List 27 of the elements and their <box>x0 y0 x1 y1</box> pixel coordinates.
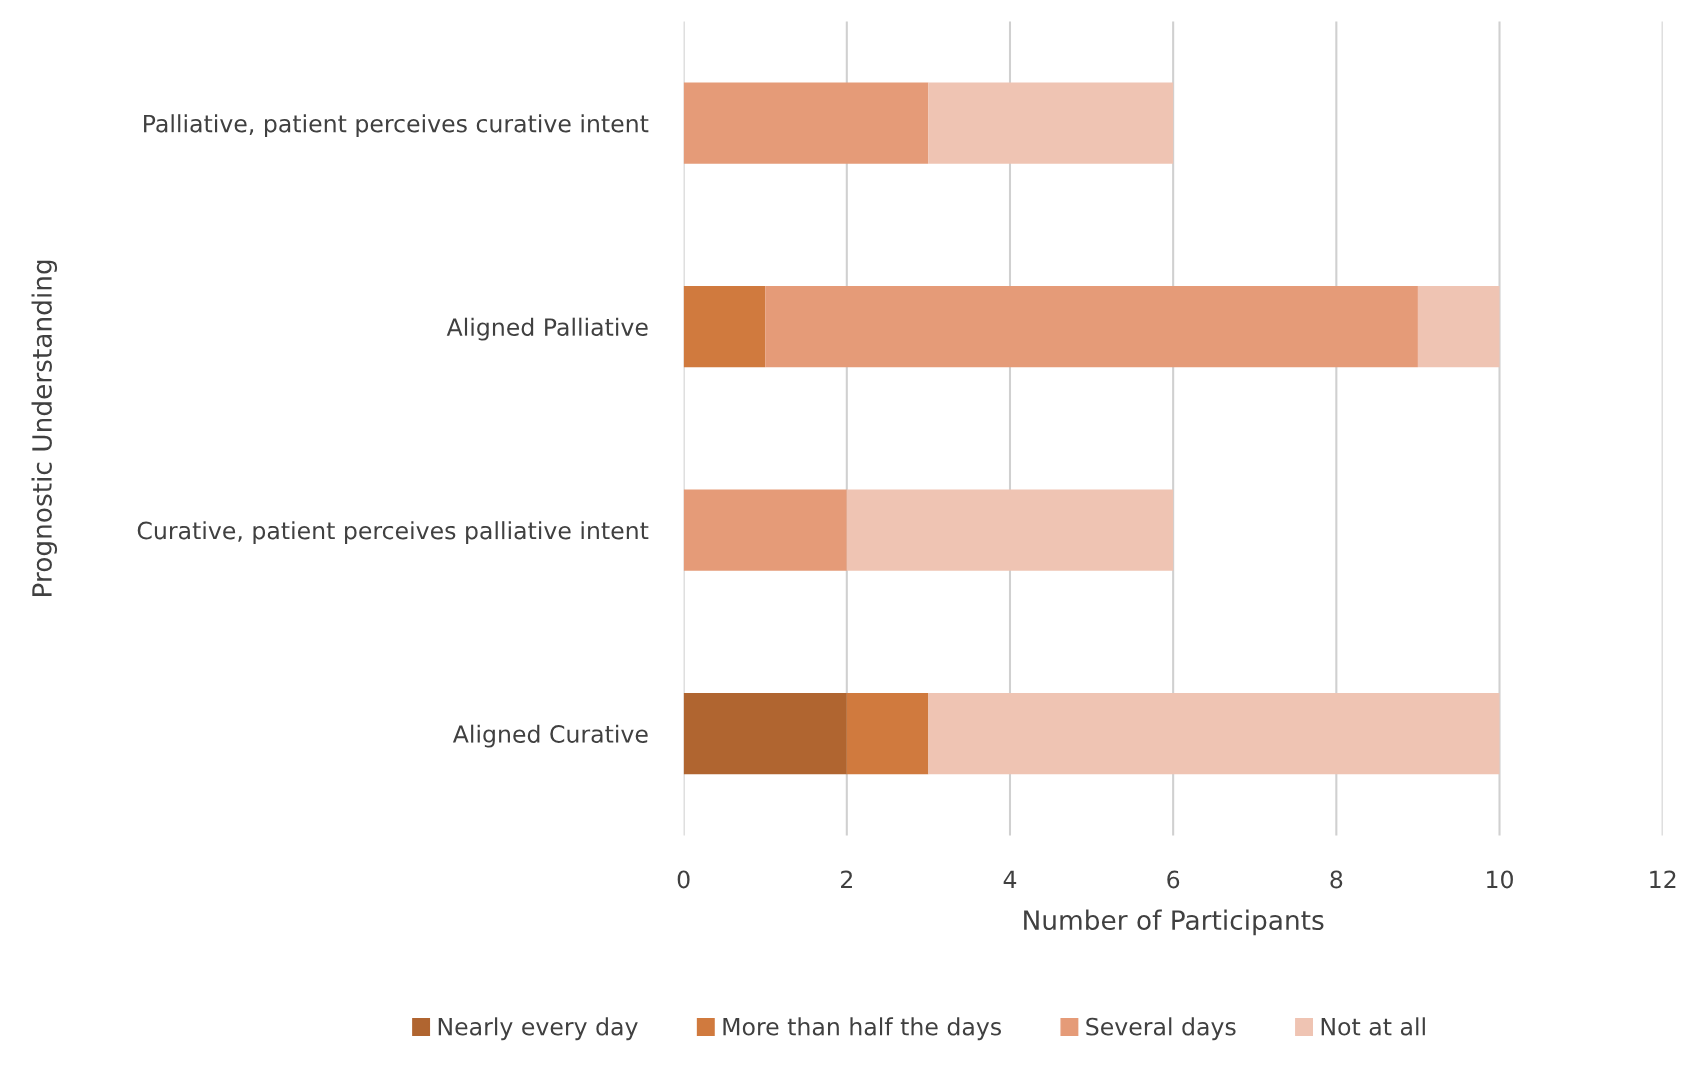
bar <box>928 82 1174 164</box>
y-tick-label: Palliative, patient perceives curative intent <box>144 114 649 138</box>
bar <box>683 82 929 164</box>
bar <box>683 692 847 775</box>
y-tick-label: Aligned Palliative <box>446 317 648 341</box>
y-tick-label: Aligned Curative <box>452 724 648 748</box>
bar <box>683 489 847 571</box>
x-tick-label: 6 <box>1167 870 1180 889</box>
x-tick-label: 4 <box>1003 870 1017 889</box>
y-axis-title: Prognostic Understanding <box>31 260 58 596</box>
x-tick-label: 0 <box>677 870 690 889</box>
bar <box>683 285 766 368</box>
x-tick-label: 2 <box>841 870 852 889</box>
legend-label: Nearly every day <box>438 1017 638 1041</box>
x-tick-label: 8 <box>1330 870 1343 889</box>
legend-label: Several days <box>1086 1017 1236 1041</box>
y-tick-label: Curative, patient perceives palliative intent <box>137 521 649 545</box>
bar <box>765 285 1418 368</box>
x-tick-label: 12 <box>1650 870 1676 889</box>
x-axis-title: Number of Participants <box>1024 909 1324 936</box>
x-tick-label: 10 <box>1487 870 1513 889</box>
bar <box>928 692 1500 775</box>
bar <box>1417 285 1500 368</box>
legend-label: More than half the days <box>723 1017 1001 1041</box>
legend-label: Not at all <box>1321 1017 1425 1036</box>
bar <box>846 692 929 775</box>
bar <box>846 489 1174 571</box>
